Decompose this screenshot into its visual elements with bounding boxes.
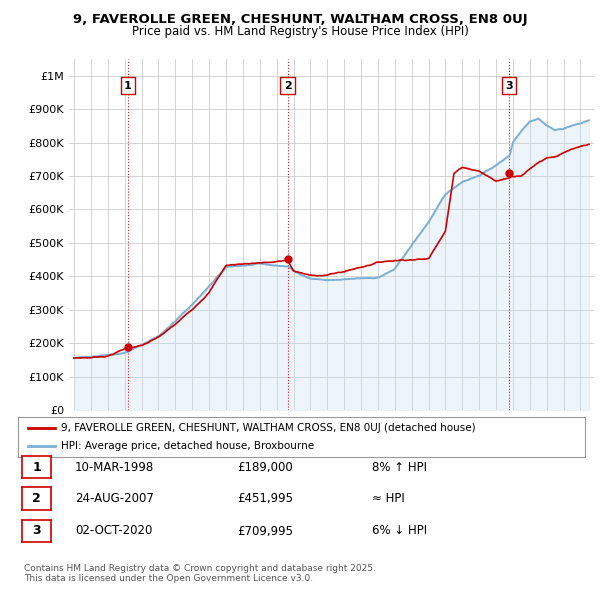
Text: HPI: Average price, detached house, Broxbourne: HPI: Average price, detached house, Brox… bbox=[61, 441, 314, 451]
Text: 8% ↑ HPI: 8% ↑ HPI bbox=[372, 461, 427, 474]
Text: Price paid vs. HM Land Registry's House Price Index (HPI): Price paid vs. HM Land Registry's House … bbox=[131, 25, 469, 38]
Text: 9, FAVEROLLE GREEN, CHESHUNT, WALTHAM CROSS, EN8 0UJ: 9, FAVEROLLE GREEN, CHESHUNT, WALTHAM CR… bbox=[73, 13, 527, 26]
Text: 1: 1 bbox=[32, 461, 41, 474]
Text: 9, FAVEROLLE GREEN, CHESHUNT, WALTHAM CROSS, EN8 0UJ (detached house): 9, FAVEROLLE GREEN, CHESHUNT, WALTHAM CR… bbox=[61, 423, 475, 433]
Text: 10-MAR-1998: 10-MAR-1998 bbox=[75, 461, 154, 474]
Text: 1: 1 bbox=[124, 81, 132, 91]
Text: 3: 3 bbox=[32, 525, 41, 537]
Text: Contains HM Land Registry data © Crown copyright and database right 2025.
This d: Contains HM Land Registry data © Crown c… bbox=[24, 563, 376, 583]
Text: £709,995: £709,995 bbox=[237, 525, 293, 537]
Text: 2: 2 bbox=[284, 81, 292, 91]
Text: 2: 2 bbox=[32, 492, 41, 505]
Text: 24-AUG-2007: 24-AUG-2007 bbox=[75, 492, 154, 505]
Text: £189,000: £189,000 bbox=[237, 461, 293, 474]
Text: 02-OCT-2020: 02-OCT-2020 bbox=[75, 525, 152, 537]
Text: ≈ HPI: ≈ HPI bbox=[372, 492, 405, 505]
Text: 6% ↓ HPI: 6% ↓ HPI bbox=[372, 525, 427, 537]
Text: £451,995: £451,995 bbox=[237, 492, 293, 505]
Text: 3: 3 bbox=[505, 81, 512, 91]
